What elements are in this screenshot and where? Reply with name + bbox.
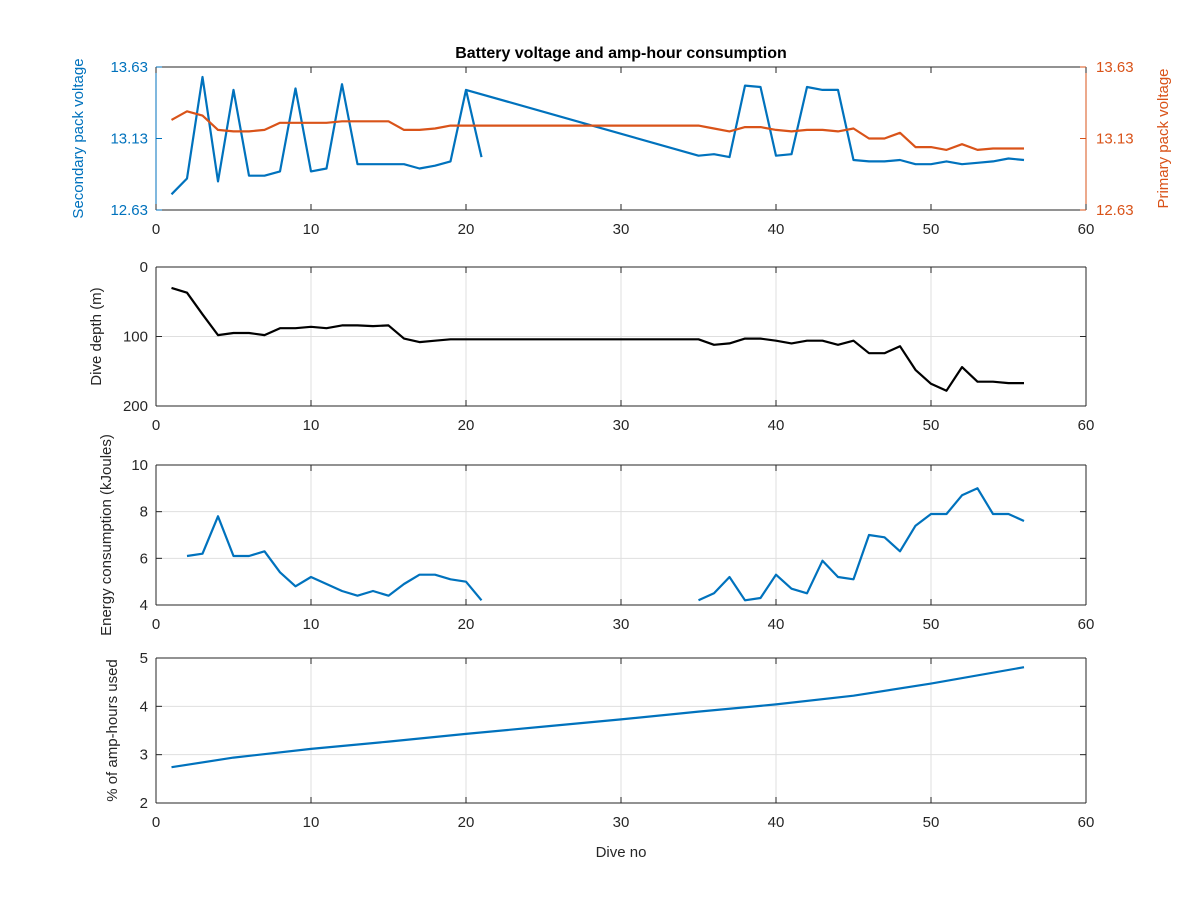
y-tick-label: 2 [140,795,148,812]
y-axis-label: Dive depth (m) [88,287,105,385]
subplots: 0 10 20 30 40 50 6012.6313.1313.6312.6313.1313… [70,58,1172,861]
x-tick-label: 40 [768,814,785,831]
y-tick-label: 3 [140,747,148,764]
x-tick-label: 60 [1078,417,1095,434]
x-axis-label: Dive no [596,844,647,861]
x-tick-label: 30 [613,616,630,633]
x-tick-label: 40 [768,417,785,434]
y-axis-label: Energy consumption (kJoules) [98,434,115,636]
x-tick-label: 30 [613,814,630,831]
x-tick-label: 10 [303,814,320,831]
y-tick-label: 13.63 [110,59,148,76]
x-tick-label: 20 [458,814,475,831]
subplot-2: 0 10 20 30 40 50 60 0 100 200 Dive depth (m) [88,259,1094,434]
x-tick-label: 20 [458,221,475,238]
y-tick-label: 8 [140,504,148,521]
x-tick-label: 10 [303,221,320,238]
chart-title: Battery voltage and amp-hour consumption [455,45,787,62]
y-tick-label: 100 [123,329,148,346]
y2-tick-label: 13.63 [1096,59,1134,76]
x-tick-label: 50 [923,616,940,633]
series-line-2 [698,487,1025,602]
y2-axis-label: Primary pack voltage [1155,68,1172,208]
x-tick-label: 50 [923,221,940,238]
x-tick-label: 20 [458,417,475,434]
x-tick-label: 50 [923,417,940,434]
x-tick-label: 30 [613,221,630,238]
x-tick-label: 60 [1078,221,1095,238]
subplot-4: 0 10 20 30 40 50 60 2 3 4 5 % of amp-hours used Dive… [104,650,1094,861]
series-line-1 [170,75,483,196]
series-line-1 [171,286,1024,392]
x-tick-label: 0 [152,616,160,633]
x-tick-label: 60 [1078,814,1095,831]
x-tick-label: 40 [768,221,785,238]
y-tick-label: 200 [123,398,148,415]
y-axis-label: % of amp-hours used [104,659,121,802]
series-line-1 [186,515,483,602]
y-tick-label: 10 [131,457,148,474]
y2-tick-label: 13.13 [1096,131,1134,148]
x-tick-label: 20 [458,616,475,633]
series-line-3 [170,110,1024,151]
y-tick-label: 5 [140,650,148,667]
x-tick-label: 40 [768,616,785,633]
y-tick-label: 13.13 [110,131,148,148]
x-tick-label: 30 [613,417,630,434]
series-line-2 [465,84,1025,166]
x-tick-label: 10 [303,417,320,434]
subplot-1: 0 10 20 30 40 50 6012.6313.1313.6312.6313.1313… [70,58,1172,238]
x-tick-label: 60 [1078,616,1095,633]
y-tick-label: 4 [140,597,148,614]
y-tick-label: 12.63 [110,202,148,219]
subplot-3: 0 10 20 30 40 50 60 4 6 8 10 Energy consumption (kJ… [98,434,1094,636]
x-tick-label: 10 [303,616,320,633]
y-tick-label: 6 [140,550,148,567]
x-tick-label: 0 [152,814,160,831]
x-tick-label: 0 [152,221,160,238]
series-line-1 [171,666,1025,769]
y-axis-label: Secondary pack voltage [70,58,87,218]
y-tick-label: 0 [140,259,148,276]
x-tick-label: 50 [923,814,940,831]
y-tick-label: 4 [140,698,148,715]
y2-tick-label: 12.63 [1096,202,1134,219]
x-tick-label: 0 [152,417,160,434]
